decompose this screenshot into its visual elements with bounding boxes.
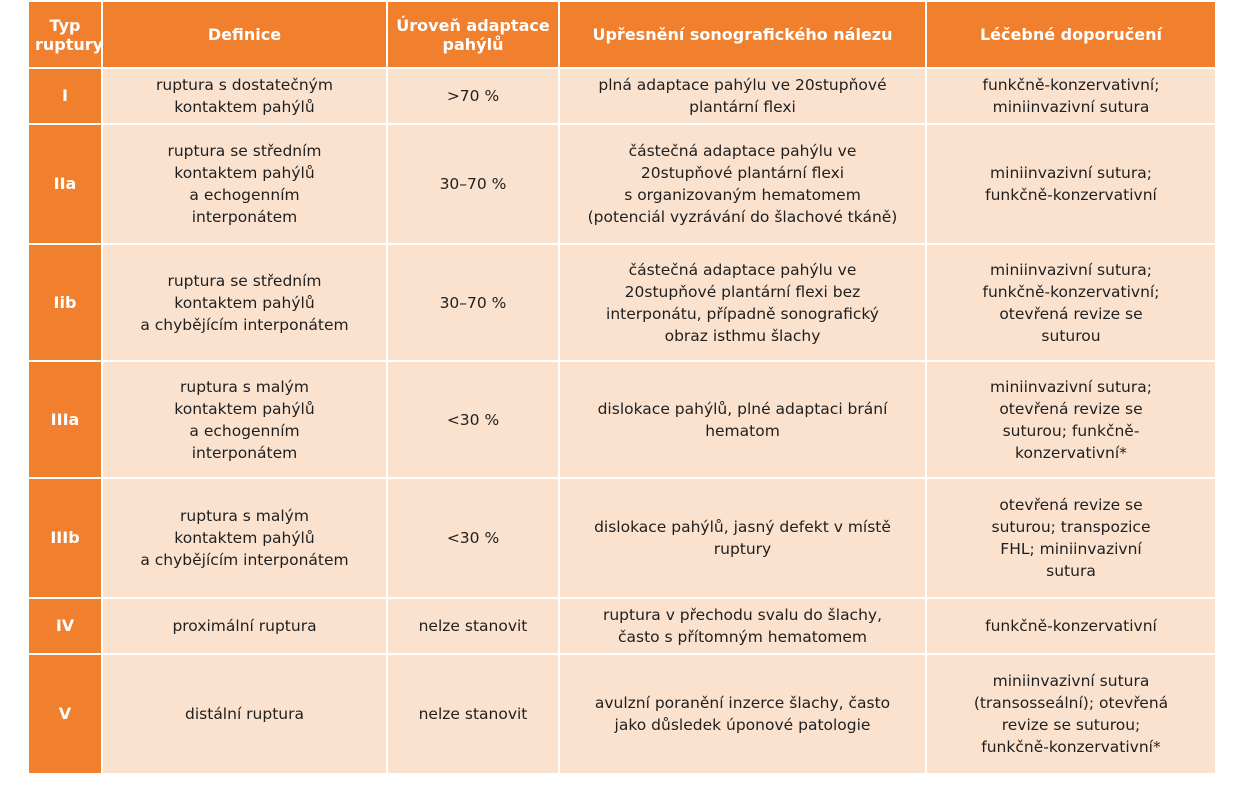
row-adaptation-cell: <30 % <box>386 477 560 599</box>
header-treatment: Léčebné doporučení <box>925 0 1217 69</box>
row-sonography-cell: částečná adaptace pahýlu ve 20stupňové p… <box>558 123 927 245</box>
row-adaptation-cell: <30 % <box>386 360 560 479</box>
row-sonography-cell: ruptura v přechodu svalu do šlachy, čast… <box>558 597 927 655</box>
row-sonography-cell: částečná adaptace pahýlu ve 20stupňové p… <box>558 243 927 362</box>
header-definition: Definice <box>101 0 388 69</box>
row-sonography-cell: dislokace pahýlů, plné adaptaci brání he… <box>558 360 927 479</box>
row-treatment-cell: otevřená revize se suturou; transpozice … <box>925 477 1217 599</box>
table-row: V distální ruptura nelze stanovit avulzn… <box>27 653 1217 775</box>
header-sonography: Upřesnění sonografického nálezu <box>558 0 927 69</box>
row-adaptation-cell: nelze stanovit <box>386 597 560 655</box>
header-type: Typ ruptury <box>27 0 103 69</box>
row-treatment-cell: miniinvazivní sutura (transosseální); ot… <box>925 653 1217 775</box>
row-treatment-cell: miniinvazivní sutura; otevřená revize se… <box>925 360 1217 479</box>
row-sonography-cell: dislokace pahýlů, jasný defekt v místě r… <box>558 477 927 599</box>
row-adaptation-cell: 30–70 % <box>386 243 560 362</box>
row-definition-cell: ruptura se středním kontaktem pahýlů a e… <box>101 123 388 245</box>
table-header-row: Typ ruptury Definice Úroveň adaptace pah… <box>27 0 1217 69</box>
table-row: IV proximální ruptura nelze stanovit rup… <box>27 597 1217 655</box>
row-type-cell: Iib <box>27 243 103 362</box>
row-treatment-cell: miniinvazivní sutura; funkčně-konzervati… <box>925 243 1217 362</box>
row-treatment-cell: miniinvazivní sutura; funkčně-konzervati… <box>925 123 1217 245</box>
rupture-classification-table: Typ ruptury Definice Úroveň adaptace pah… <box>27 0 1217 775</box>
table-row: IIIb ruptura s malým kontaktem pahýlů a … <box>27 477 1217 599</box>
table-row: I ruptura s dostatečným kontaktem pahýlů… <box>27 67 1217 125</box>
row-adaptation-cell: >70 % <box>386 67 560 125</box>
row-sonography-cell: avulzní poranění inzerce šlachy, často j… <box>558 653 927 775</box>
header-adaptation: Úroveň adaptace pahýlů <box>386 0 560 69</box>
row-definition-cell: ruptura se středním kontaktem pahýlů a c… <box>101 243 388 362</box>
row-treatment-cell: funkčně-konzervativní <box>925 597 1217 655</box>
row-adaptation-cell: 30–70 % <box>386 123 560 245</box>
row-type-cell: IIa <box>27 123 103 245</box>
row-type-cell: I <box>27 67 103 125</box>
row-type-cell: IIIa <box>27 360 103 479</box>
table-row: Iib ruptura se středním kontaktem pahýlů… <box>27 243 1217 362</box>
row-adaptation-cell: nelze stanovit <box>386 653 560 775</box>
row-definition-cell: proximální ruptura <box>101 597 388 655</box>
row-definition-cell: ruptura s malým kontaktem pahýlů a chybě… <box>101 477 388 599</box>
row-type-cell: IIIb <box>27 477 103 599</box>
table-row: IIa ruptura se středním kontaktem pahýlů… <box>27 123 1217 245</box>
row-definition-cell: ruptura s malým kontaktem pahýlů a echog… <box>101 360 388 479</box>
table-row: IIIa ruptura s malým kontaktem pahýlů a … <box>27 360 1217 479</box>
row-type-cell: V <box>27 653 103 775</box>
row-treatment-cell: funkčně-konzervativní; miniinvazivní sut… <box>925 67 1217 125</box>
row-definition-cell: distální ruptura <box>101 653 388 775</box>
row-type-cell: IV <box>27 597 103 655</box>
row-sonography-cell: plná adaptace pahýlu ve 20stupňové plant… <box>558 67 927 125</box>
row-definition-cell: ruptura s dostatečným kontaktem pahýlů <box>101 67 388 125</box>
